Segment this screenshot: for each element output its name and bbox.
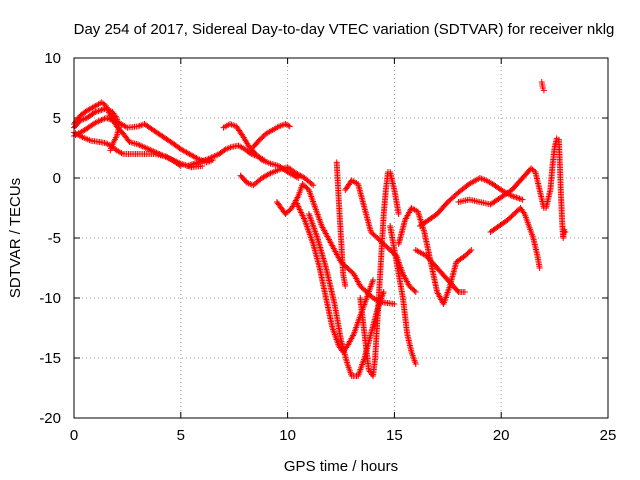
x-axis-label: GPS time / hours (284, 458, 398, 475)
grid-lines (74, 58, 608, 418)
x-tick-label: 20 (493, 427, 510, 444)
x-tick-label: 15 (386, 427, 403, 444)
data-point-interp (90, 103, 97, 110)
data-point (107, 147, 114, 154)
data-point-interp (176, 162, 183, 168)
series-track-14 (357, 169, 402, 379)
data-point (310, 182, 317, 189)
data-point (461, 289, 468, 295)
series-track-11 (305, 211, 387, 379)
series-track-20 (487, 205, 543, 271)
data-point (286, 123, 293, 130)
y-tick-label: 0 (53, 170, 61, 187)
data-point-interp (285, 122, 292, 129)
y-tick-label: -20 (39, 410, 61, 427)
y-tick-label: 5 (53, 110, 61, 127)
series-track-4 (71, 105, 122, 154)
y-tick-label: -15 (39, 350, 61, 367)
data-point (199, 163, 206, 169)
series-track-7 (250, 121, 293, 150)
series-track-10 (293, 199, 377, 355)
data-point-interp (467, 248, 474, 255)
data-point (412, 289, 419, 295)
data-point-interp (454, 287, 461, 294)
y-tick-label: -10 (39, 290, 61, 307)
data-point-interp (112, 146, 119, 153)
x-tick-label: 25 (600, 427, 617, 444)
data-point (370, 277, 377, 283)
data-point-interp (411, 287, 418, 294)
data-point-interp (266, 171, 273, 177)
data-point (468, 247, 475, 253)
data-point (412, 361, 419, 367)
y-tick-label: -5 (48, 230, 61, 247)
series-track-8 (237, 164, 317, 189)
series-track-12 (333, 159, 349, 289)
x-tick-label: 5 (177, 427, 185, 444)
data-point (562, 229, 569, 235)
series-track-17 (412, 247, 468, 295)
series-track-18 (417, 175, 526, 229)
data-point-interp (78, 133, 85, 140)
data-point (536, 265, 543, 271)
data-point (391, 301, 398, 307)
series-track-22 (543, 135, 569, 241)
data-point (177, 163, 184, 169)
data-point (395, 211, 402, 217)
data-point (540, 87, 547, 94)
data-point (380, 289, 387, 295)
y-tick-label: 10 (44, 50, 61, 67)
data-points (71, 79, 569, 379)
series-track-19 (455, 165, 547, 211)
y-axis-label: SDTVAR / TECUs (7, 178, 24, 298)
series-track-5 (184, 142, 268, 169)
tick-labels: 0 5 10 15 20 25 -20 -15 -10 -5 0 5 10 (39, 50, 616, 444)
x-tick-label: 0 (70, 427, 78, 444)
chart-title: Day 254 of 2017, Sidereal Day-to-day VTE… (74, 21, 615, 38)
plot-frame (73, 57, 609, 419)
series-track-21 (538, 79, 547, 94)
data-point (519, 196, 526, 203)
data-point (342, 283, 349, 289)
x-tick-label: 10 (279, 427, 296, 444)
data-point-interp (308, 181, 315, 187)
series-track-15 (387, 223, 419, 367)
